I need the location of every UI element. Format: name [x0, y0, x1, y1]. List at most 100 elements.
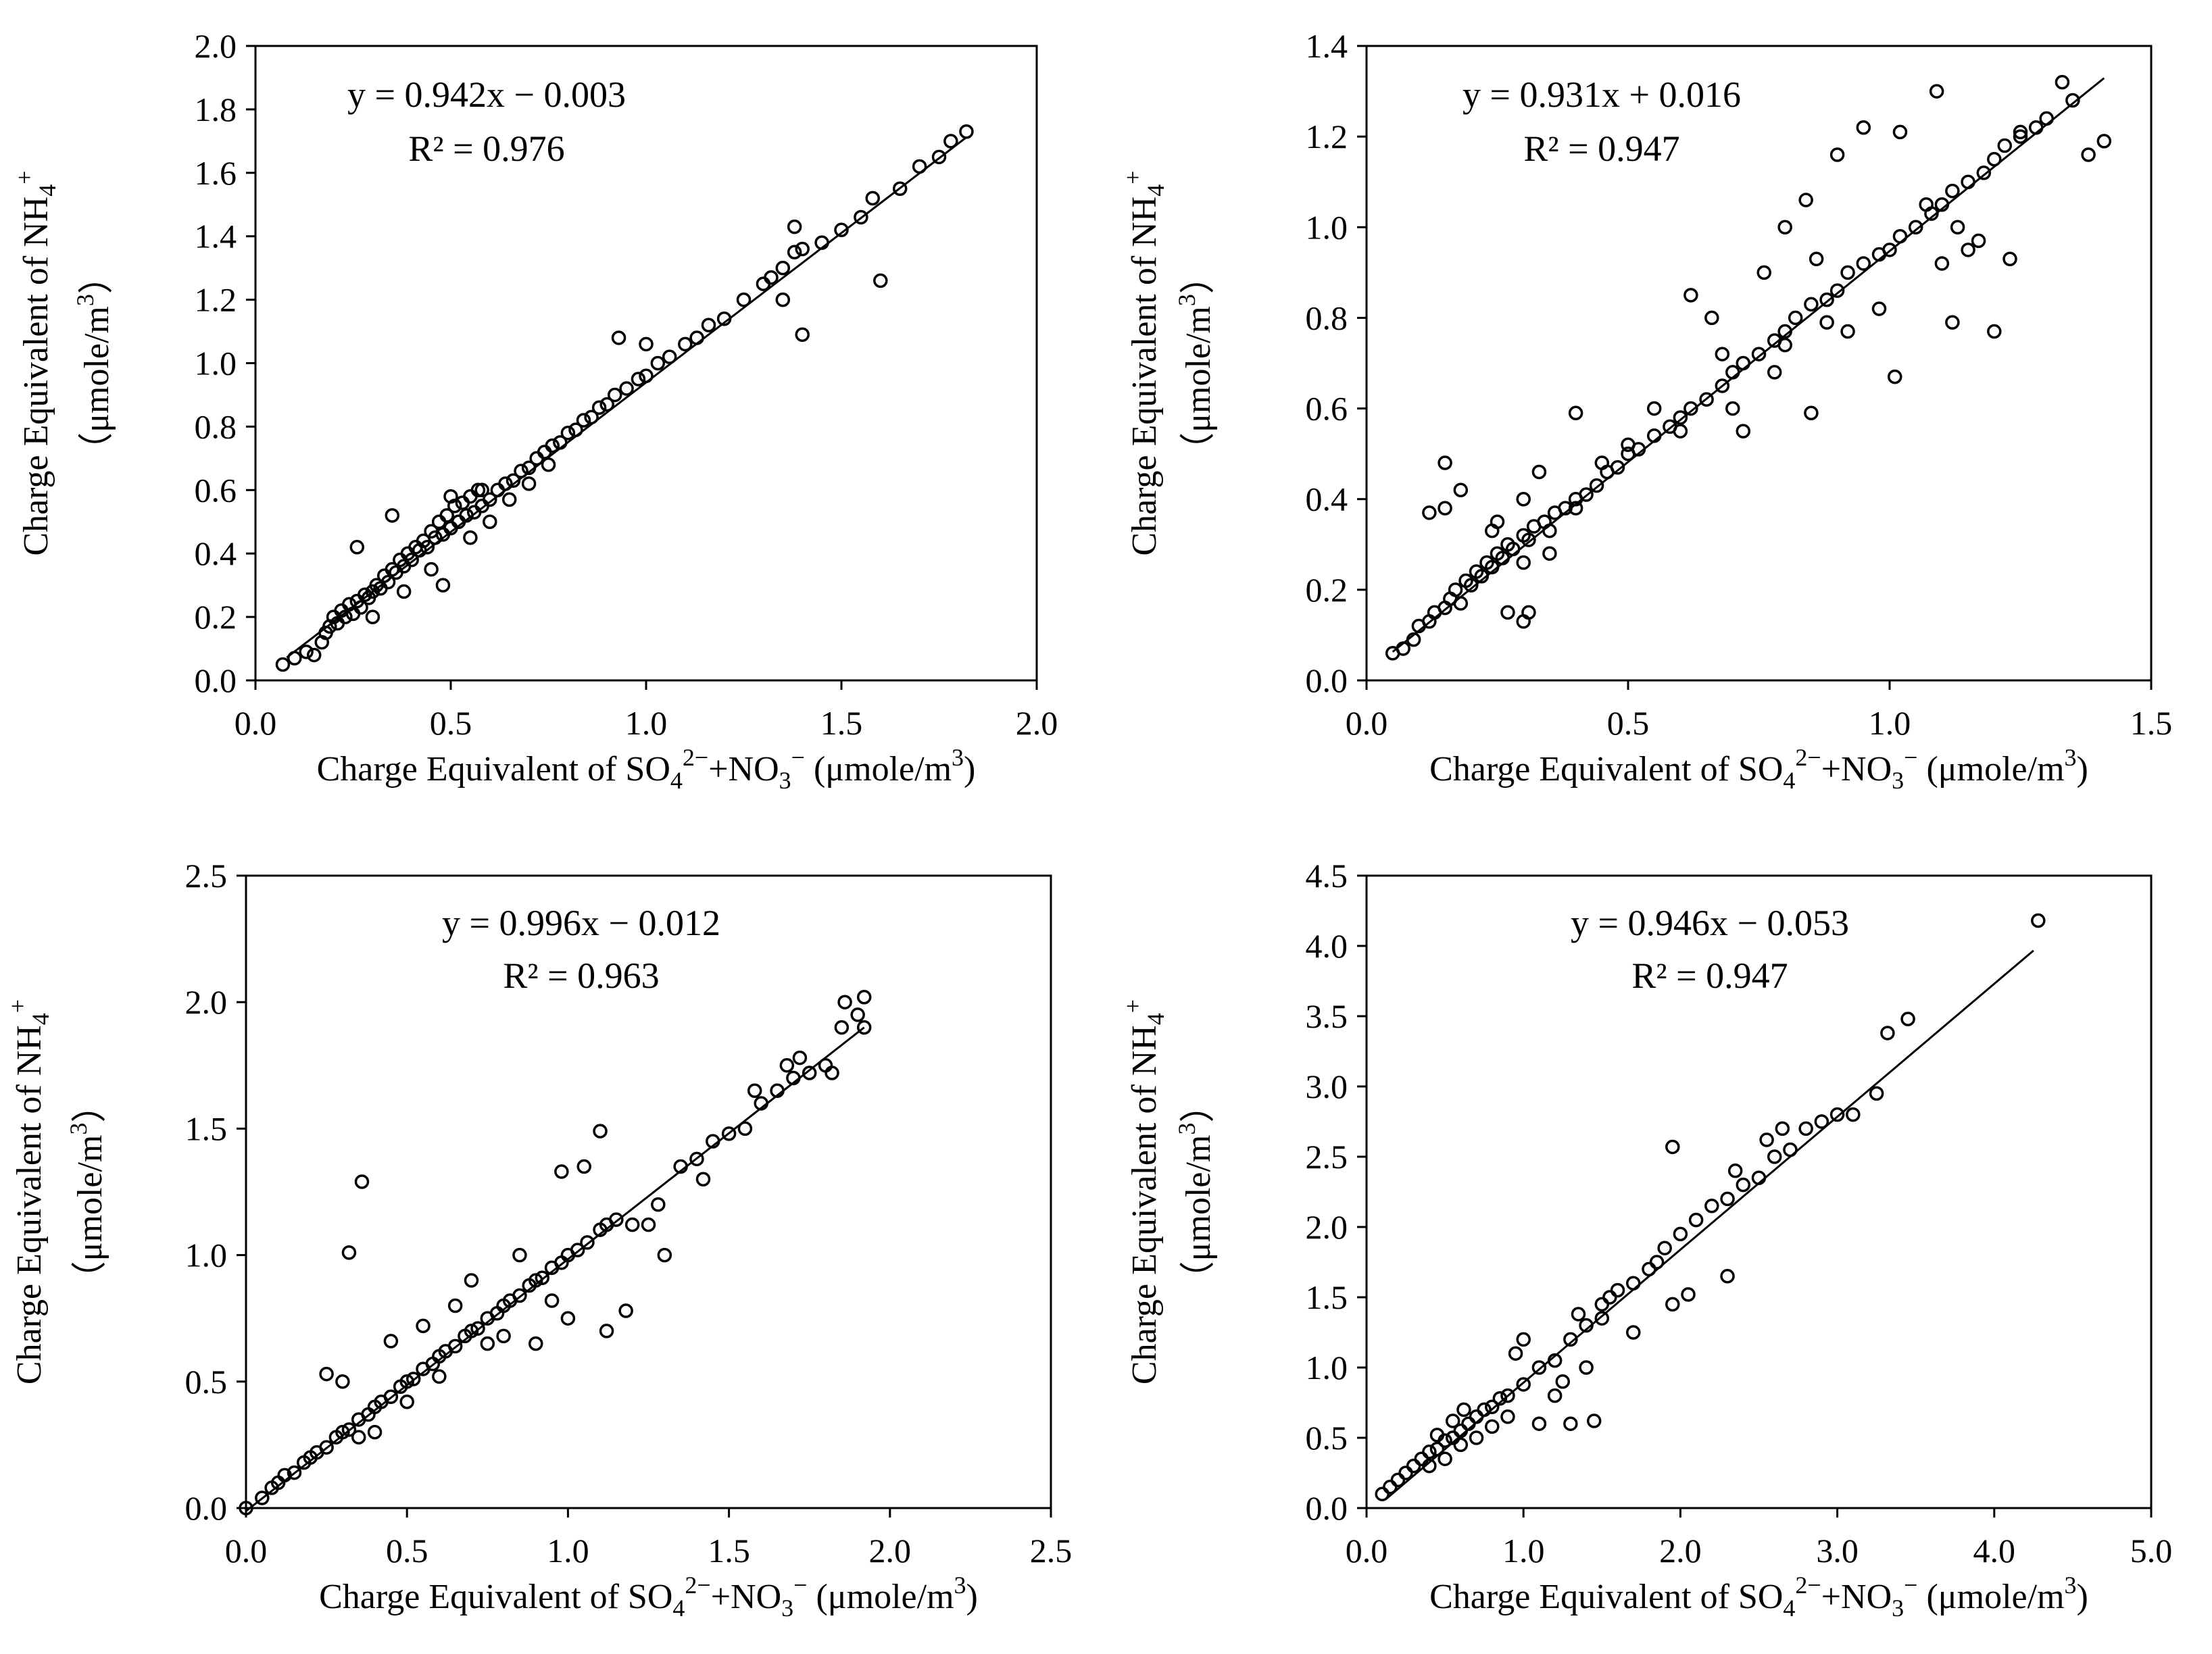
x-tick-label: 0.0	[225, 1532, 268, 1570]
data-point	[239, 1501, 253, 1515]
data-point	[856, 989, 872, 1005]
data-point	[1882, 243, 1897, 257]
data-point	[1767, 1149, 1782, 1164]
data-point	[1555, 1374, 1570, 1389]
data-point	[1869, 1086, 1884, 1101]
data-point	[1398, 1465, 1413, 1480]
data-point	[424, 561, 439, 577]
y-tick-label: 1.0	[1306, 208, 1348, 246]
y-tick-label: 0.0	[195, 661, 237, 699]
x-tick-label: 0.5	[430, 704, 472, 742]
y-tick-label: 1.2	[195, 281, 237, 319]
data-point	[1715, 347, 1730, 361]
data-point	[593, 1124, 608, 1138]
data-point	[512, 1288, 527, 1303]
data-point	[611, 330, 626, 345]
data-point	[474, 482, 489, 498]
data-point	[354, 1174, 370, 1189]
y-tick-label: 0.0	[1306, 661, 1348, 699]
trend-line	[1392, 77, 2105, 653]
data-point	[335, 1424, 350, 1440]
data-point	[1777, 220, 1792, 235]
data-point	[1683, 288, 1698, 303]
data-point	[1715, 378, 1730, 393]
data-point	[1594, 1297, 1610, 1312]
data-point	[1531, 1360, 1547, 1375]
data-point	[1589, 478, 1604, 493]
data-point	[1516, 555, 1531, 570]
data-point	[432, 1369, 447, 1384]
data-point	[404, 552, 419, 568]
data-point	[1804, 405, 1819, 421]
x-tick-label: 2.0	[1016, 704, 1058, 742]
data-point	[1448, 582, 1463, 597]
plot-group: 0.0 0.5 1.0 1.5 0.0 0.2 0.4 0.6 0.8 1.0 1.2 1.4 y = …	[1119, 27, 2172, 794]
data-point	[341, 1422, 357, 1437]
data-point	[385, 508, 400, 523]
data-point	[1688, 1212, 1704, 1228]
data-point	[695, 1172, 711, 1187]
x-tick-label: 2.0	[869, 1532, 912, 1570]
data-point	[1829, 147, 1845, 162]
data-point	[1887, 369, 1902, 384]
data-point	[1840, 265, 1855, 280]
y-axis-unit: （μmole/m3）	[1173, 259, 1218, 468]
data-point	[383, 1334, 399, 1349]
data-point	[1531, 1416, 1547, 1431]
data-point	[825, 1066, 839, 1080]
data-point	[1856, 256, 1871, 271]
data-point	[1856, 120, 1871, 135]
data-point	[1610, 1282, 1625, 1298]
data-point	[1673, 424, 1688, 438]
data-point	[689, 1151, 704, 1167]
y-axis-unit: （μmole/m3）	[65, 1088, 109, 1297]
data-point	[1500, 605, 1515, 620]
data-point	[1961, 243, 1975, 257]
data-point	[1814, 1114, 1829, 1129]
data-point	[545, 438, 560, 453]
data-point	[1594, 455, 1610, 470]
data-point	[1840, 324, 1855, 339]
data-point	[641, 1217, 656, 1232]
data-point	[1568, 405, 1583, 421]
y-tick-label: 4.0	[1306, 927, 1348, 965]
data-point	[480, 1336, 495, 1351]
x-tick-label: 3.0	[1816, 1532, 1859, 1570]
data-point	[721, 1126, 737, 1141]
data-point	[1950, 220, 1965, 235]
data-point	[1621, 437, 1636, 452]
data-point	[560, 1311, 576, 1326]
data-point	[1429, 1428, 1445, 1443]
data-point	[1798, 1121, 1813, 1136]
data-point	[483, 514, 497, 529]
data-point	[787, 219, 802, 234]
data-point	[775, 292, 791, 307]
data-point	[1464, 578, 1479, 593]
data-point	[275, 657, 291, 672]
data-points	[1375, 913, 2046, 1501]
data-point	[1908, 220, 1923, 235]
data-point	[1445, 1413, 1460, 1428]
x-tick-label: 0.0	[1346, 704, 1388, 742]
data-point	[358, 587, 372, 602]
data-point	[1720, 1191, 1735, 1207]
data-point	[1414, 1451, 1429, 1466]
y-tick-label: 0.6	[1306, 390, 1348, 428]
data-point	[351, 1430, 366, 1445]
data-point	[416, 1318, 431, 1334]
y-tick-label: 2.0	[185, 983, 228, 1021]
data-point	[1829, 283, 1845, 298]
data-point	[570, 1243, 585, 1257]
data-point	[2002, 251, 2017, 266]
data-point	[1871, 301, 1887, 316]
y-tick-label: 1.0	[185, 1236, 228, 1274]
data-point	[1579, 487, 1594, 502]
data-point	[367, 1424, 383, 1440]
data-point	[764, 270, 779, 285]
y-axis-title: Charge Equivalent of NH4+	[11, 170, 61, 555]
data-point	[747, 1083, 762, 1098]
x-tick-label: 5.0	[2130, 1532, 2173, 1570]
data-point	[787, 245, 802, 259]
data-point	[1756, 265, 1771, 280]
data-point	[1594, 1311, 1610, 1326]
